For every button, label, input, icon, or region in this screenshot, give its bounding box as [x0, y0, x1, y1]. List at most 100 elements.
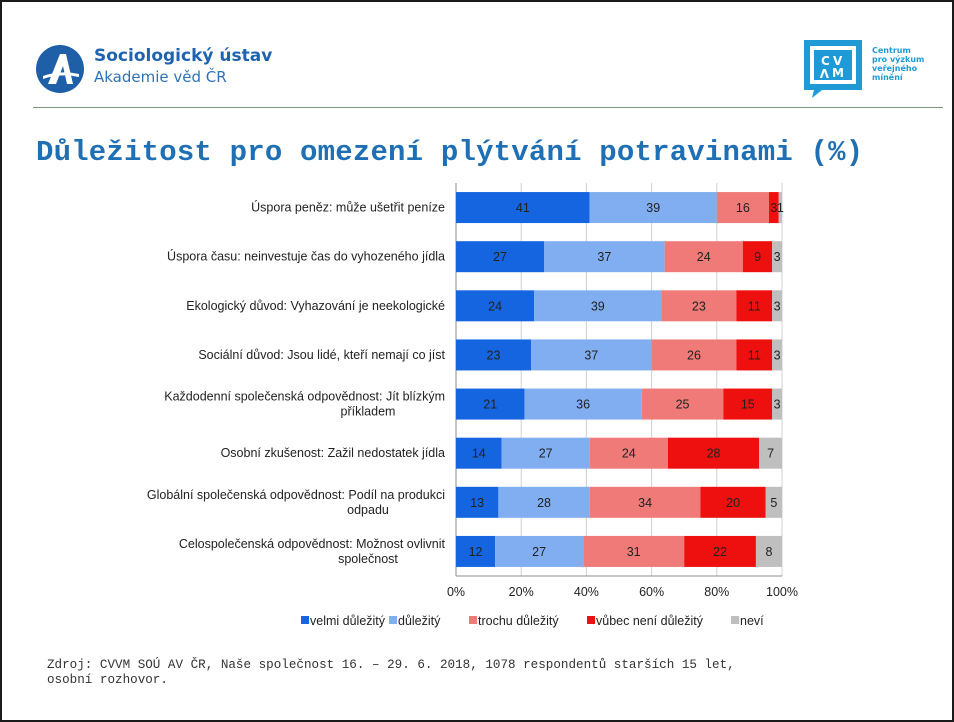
data-label: 37 — [584, 348, 598, 362]
category-label: odpadu — [347, 503, 389, 517]
legend-label: neví — [740, 614, 764, 628]
data-label: 27 — [532, 545, 546, 559]
data-label: 12 — [469, 545, 483, 559]
bar-segment — [524, 388, 642, 420]
category-label: společnost — [338, 552, 398, 566]
data-label: 15 — [741, 398, 755, 412]
legend-swatch — [301, 616, 309, 624]
bar-segment — [755, 535, 782, 567]
data-label: 23 — [692, 299, 706, 313]
bar-segment — [742, 241, 773, 273]
data-label: 3 — [774, 299, 781, 313]
data-label: 39 — [646, 201, 660, 215]
bar-segment — [641, 388, 724, 420]
cvvm-letter-m: M — [832, 66, 844, 80]
data-label: 3 — [774, 348, 781, 362]
category-label: Globální společenská odpovědnost: Podíl … — [147, 488, 445, 502]
data-label: 22 — [713, 545, 727, 559]
data-label: 37 — [597, 250, 611, 264]
bar-segment — [723, 388, 773, 420]
header-divider — [33, 107, 943, 108]
bar-segment — [736, 339, 773, 371]
legend-swatch — [469, 616, 477, 624]
bar-segment — [456, 192, 590, 224]
category-label: Celospolečenská odpovědnost: Možnost ovl… — [179, 537, 446, 551]
data-label: 7 — [767, 447, 774, 461]
bar-segment — [684, 535, 756, 567]
legend-label: důležitý — [398, 614, 441, 628]
category-label: Ekologický důvod: Vyhazování je neekolog… — [186, 299, 445, 313]
x-tick-label: 80% — [704, 585, 729, 599]
data-label: 3 — [770, 201, 777, 215]
cvvm-logo: C V V M Centrum pro výzkum veřejného mín… — [804, 40, 924, 98]
data-label: 27 — [493, 250, 507, 264]
legend-swatch — [389, 616, 397, 624]
cvvm-text-4: mínění — [872, 72, 904, 82]
org-name: Sociologický ústav — [94, 46, 273, 66]
legend-label: vůbec není důležitý — [596, 614, 704, 628]
bar-segment — [716, 192, 769, 224]
data-label: 41 — [516, 201, 530, 215]
data-label: 24 — [622, 447, 636, 461]
data-label: 28 — [537, 496, 551, 510]
org-subtitle: Akademie věd ČR — [94, 68, 227, 86]
bar-segment — [501, 437, 590, 469]
data-label: 31 — [627, 545, 641, 559]
bar-segment — [651, 339, 737, 371]
data-label: 8 — [765, 545, 772, 559]
data-label: 1 — [777, 201, 784, 215]
data-label: 25 — [676, 398, 690, 412]
data-label: 28 — [707, 447, 721, 461]
category-label: Úspora peněz: může ušetřit peníze — [251, 200, 445, 215]
sociology-institute-logo — [36, 45, 84, 93]
bar-segment — [456, 535, 496, 567]
bar-segment — [667, 437, 760, 469]
bar-segment — [772, 241, 782, 273]
bar-segment — [768, 192, 779, 224]
bar-segment — [772, 388, 782, 420]
bar-segment — [495, 535, 584, 567]
cvvm-letter-c: C — [821, 54, 830, 68]
x-tick-label: 40% — [574, 585, 599, 599]
legend-label: trochu důležitý — [478, 614, 559, 628]
bar-segment — [534, 290, 662, 322]
bar-segment — [498, 486, 590, 518]
category-label: Sociální důvod: Jsou lidé, kteří nemají … — [198, 348, 445, 362]
bar-segment — [664, 241, 743, 273]
data-label: 9 — [754, 250, 761, 264]
cvvm-text-3: veřejného — [872, 63, 918, 73]
category-label: příkladem — [341, 405, 396, 419]
data-label: 21 — [483, 398, 497, 412]
category-label: Každodenní společenská odpovědnost: Jít … — [164, 390, 445, 404]
legend-swatch — [587, 616, 595, 624]
chart-title: Důležitost pro omezení plýtvání potravin… — [36, 136, 864, 169]
data-label: 23 — [487, 348, 501, 362]
bar-segment — [583, 535, 685, 567]
bar-segment — [456, 486, 499, 518]
category-label: Úspora času: neinvestuje čas do vyhozené… — [167, 249, 445, 264]
data-label: 34 — [638, 496, 652, 510]
bar-segment — [661, 290, 737, 322]
legend-swatch — [731, 616, 739, 624]
data-label: 24 — [488, 299, 502, 313]
bar-segment — [736, 290, 773, 322]
bar-segment — [589, 192, 717, 224]
bar-segment — [456, 290, 535, 322]
x-tick-label: 20% — [509, 585, 534, 599]
cvvm-letter-v1: V — [833, 54, 843, 68]
x-tick-label: 0% — [447, 585, 465, 599]
cvvm-letter-v2: V — [819, 66, 829, 80]
bar-segment — [456, 388, 525, 420]
bar-segment — [772, 339, 782, 371]
bar-segment — [759, 437, 782, 469]
cvvm-text-1: Centrum — [872, 46, 911, 55]
bar-segment — [530, 339, 652, 371]
category-label: Osobní zkušenost: Zažil nedostatek jídla — [221, 446, 445, 460]
cvvm-text-2: pro výzkum — [872, 55, 924, 64]
bar-segment — [700, 486, 766, 518]
data-label: 26 — [687, 348, 701, 362]
data-label: 36 — [576, 398, 590, 412]
bar-segment — [765, 486, 782, 518]
